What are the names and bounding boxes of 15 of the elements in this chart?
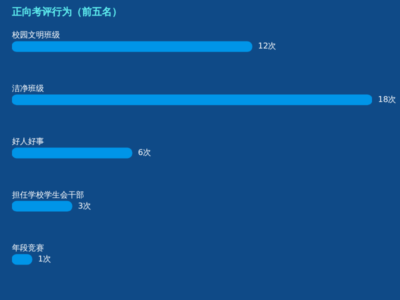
y-tick-label: 好人好事 <box>12 137 44 146</box>
chart-title: 正向考评行为（前五名） <box>12 6 122 19</box>
bar <box>12 200 72 212</box>
bar <box>12 148 132 158</box>
y-tick-label: 担任学校学生会干部 <box>12 190 84 200</box>
y-tick-label: 年段竞赛 <box>12 243 44 252</box>
bar <box>12 94 372 106</box>
data-label: 18次 <box>378 94 396 104</box>
data-label: 1次 <box>38 254 52 264</box>
data-label: 12次 <box>258 42 276 51</box>
y-tick-label: 校园文明班级 <box>11 30 60 40</box>
data-label: 6次 <box>138 148 152 158</box>
y-tick-label: 洁净班级 <box>12 84 44 93</box>
bar <box>12 41 252 52</box>
data-label: 3次 <box>78 201 92 210</box>
